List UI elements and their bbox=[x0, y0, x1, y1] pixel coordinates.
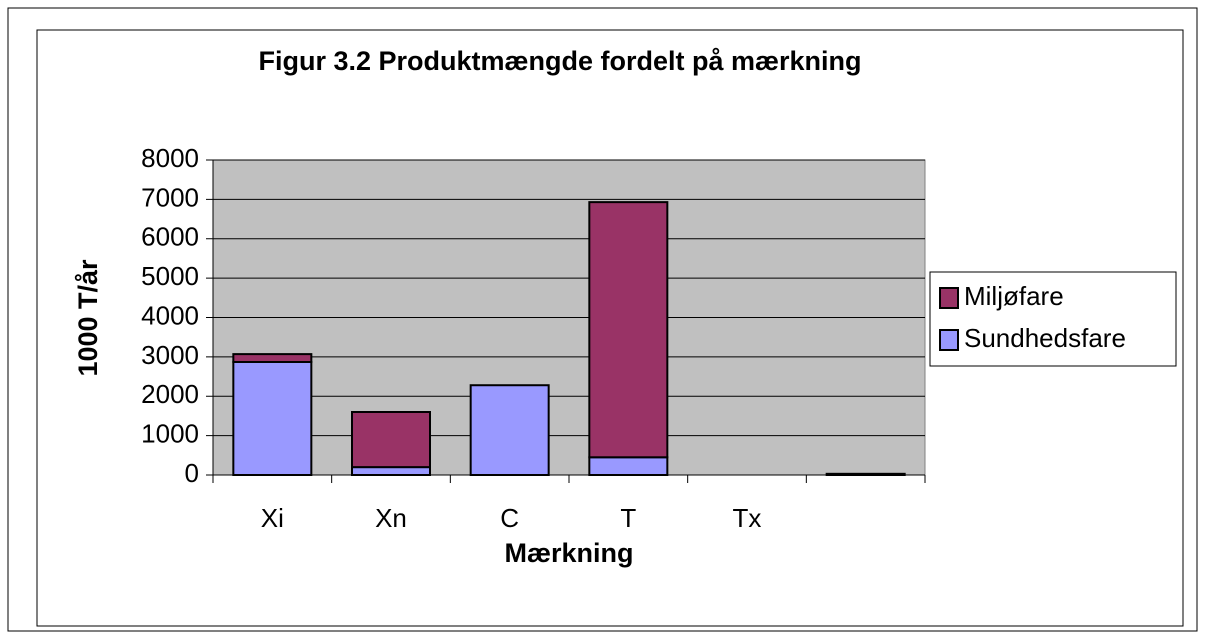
bar-segment bbox=[232, 360, 313, 476]
y-tick-label: 4000 bbox=[141, 300, 199, 330]
x-axis-label: Mærkning bbox=[504, 538, 633, 568]
bar-segment bbox=[588, 456, 669, 476]
y-tick-label: 5000 bbox=[141, 261, 199, 291]
bar-segment bbox=[351, 411, 431, 469]
bar-segment bbox=[825, 472, 906, 477]
y-tick-label: 2000 bbox=[141, 379, 199, 409]
chart-title: Figur 3.2 Produktmængde fordelt på mærkn… bbox=[258, 46, 861, 76]
legend-swatch bbox=[939, 287, 959, 309]
y-tick-label: 8000 bbox=[141, 143, 199, 173]
bar-segment bbox=[469, 384, 550, 477]
legend-swatch bbox=[939, 329, 959, 351]
x-tick-label: Xn bbox=[375, 503, 407, 533]
y-axis-label: 1000 T/år bbox=[73, 259, 103, 377]
legend-label: Sundhedsfare bbox=[964, 323, 1126, 353]
x-tick-label: Tx bbox=[733, 503, 762, 533]
x-tick-label: C bbox=[500, 503, 519, 533]
bar-segment bbox=[351, 466, 431, 476]
y-tick-label: 7000 bbox=[141, 182, 199, 212]
y-tick-label: 6000 bbox=[141, 222, 199, 252]
x-tick-label: Xi bbox=[261, 503, 284, 533]
y-tick-label: 3000 bbox=[141, 340, 199, 370]
legend bbox=[929, 271, 1177, 367]
x-tick-label: T bbox=[620, 503, 636, 533]
legend-label: Miljøfare bbox=[964, 281, 1064, 311]
bar-segment bbox=[232, 353, 313, 363]
y-tick-label: 0 bbox=[185, 458, 199, 488]
y-tick-label: 1000 bbox=[141, 419, 199, 449]
bar-segment bbox=[588, 201, 669, 459]
